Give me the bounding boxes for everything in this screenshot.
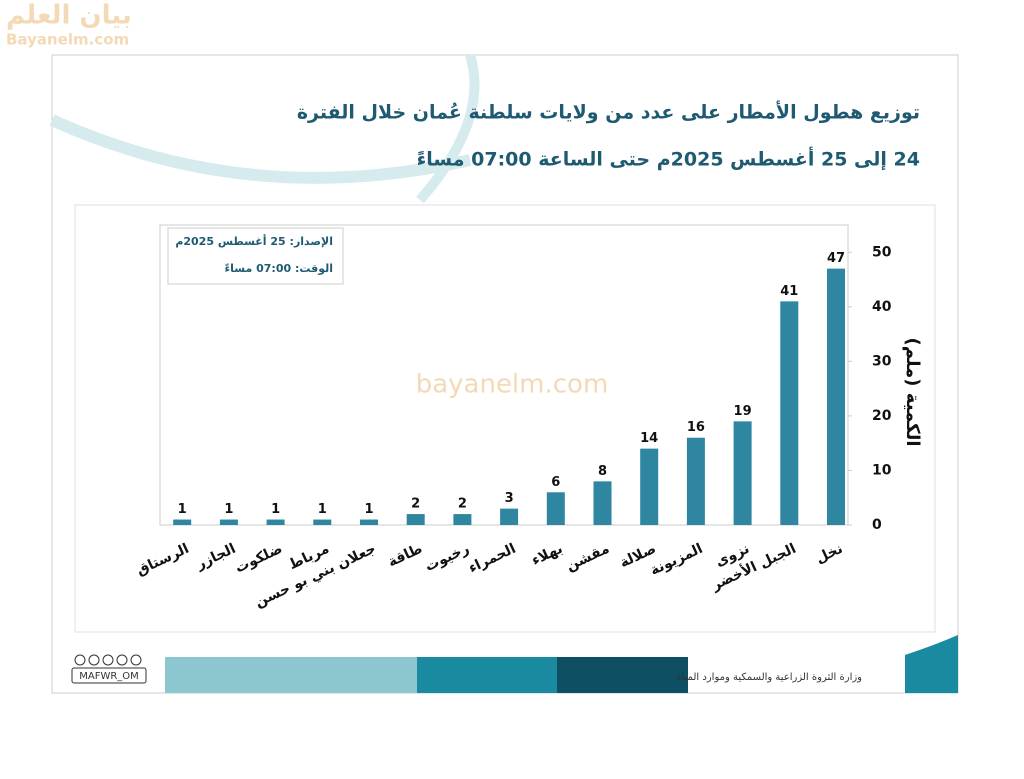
value-label: 1 [178, 502, 187, 517]
value-label: 2 [411, 497, 420, 512]
value-label: 47 [827, 251, 845, 266]
value-label: 14 [640, 431, 658, 446]
y-tick-label: 30 [872, 353, 892, 369]
handle-box [71, 667, 147, 684]
footer-band [417, 657, 557, 693]
watermark-center: bayanelm.com [416, 370, 609, 400]
bar [360, 519, 378, 525]
value-label: 2 [458, 497, 467, 512]
y-tick-label: 40 [872, 299, 892, 315]
value-label: 6 [551, 475, 560, 490]
value-label: 1 [364, 502, 373, 517]
footer-band [557, 657, 688, 693]
bar [780, 301, 799, 525]
value-label: 1 [271, 502, 280, 517]
y-tick-label: 10 [872, 462, 892, 478]
value-label: 1 [318, 502, 327, 517]
y-tick-label: 20 [872, 408, 892, 424]
ministry-name: وزارة الثروة الزراعية والسمكية وموارد ال… [676, 672, 862, 683]
bar [313, 519, 332, 525]
info-issue: الإصدار: 25 أغسطس 2025م [175, 234, 333, 248]
bar [686, 437, 705, 525]
chart-title: توزيع هطول الأمطار على عدد من ولايات سلط… [297, 101, 920, 124]
y-tick-label: 50 [872, 244, 892, 260]
value-label: 41 [780, 284, 798, 299]
bar [827, 268, 845, 525]
bar [266, 519, 285, 525]
info-time: الوقت: 07:00 مساءً [225, 262, 333, 275]
value-label: 8 [598, 464, 607, 479]
watermark-site: Bayanelm.com [6, 31, 129, 49]
bar [500, 508, 519, 525]
chart-subtitle: 24 إلى 25 أغسطس 2025م حتى الساعة 07:00 م… [417, 147, 920, 171]
value-label: 19 [734, 404, 752, 419]
bar [593, 481, 612, 525]
bar [173, 519, 192, 525]
bar [453, 514, 472, 525]
social-handle: MAFWR_OM [79, 671, 139, 682]
watermark-logo: بيان العلم [6, 1, 132, 31]
decor-arc [49, 114, 472, 184]
y-axis-title: الكمية (ملم) [902, 337, 923, 446]
decor-arc [416, 53, 480, 204]
y-tick-label: 0 [872, 517, 882, 533]
bar [406, 514, 425, 525]
value-label: 16 [687, 420, 705, 435]
footer-corner [905, 635, 958, 693]
value-label: 3 [505, 491, 514, 506]
value-label: 1 [224, 502, 233, 517]
info-box [167, 227, 344, 285]
bar [219, 519, 238, 525]
bar [546, 492, 565, 525]
footer-band [165, 657, 417, 693]
bar [640, 448, 659, 525]
social-icons [74, 654, 142, 666]
bar [733, 421, 752, 525]
